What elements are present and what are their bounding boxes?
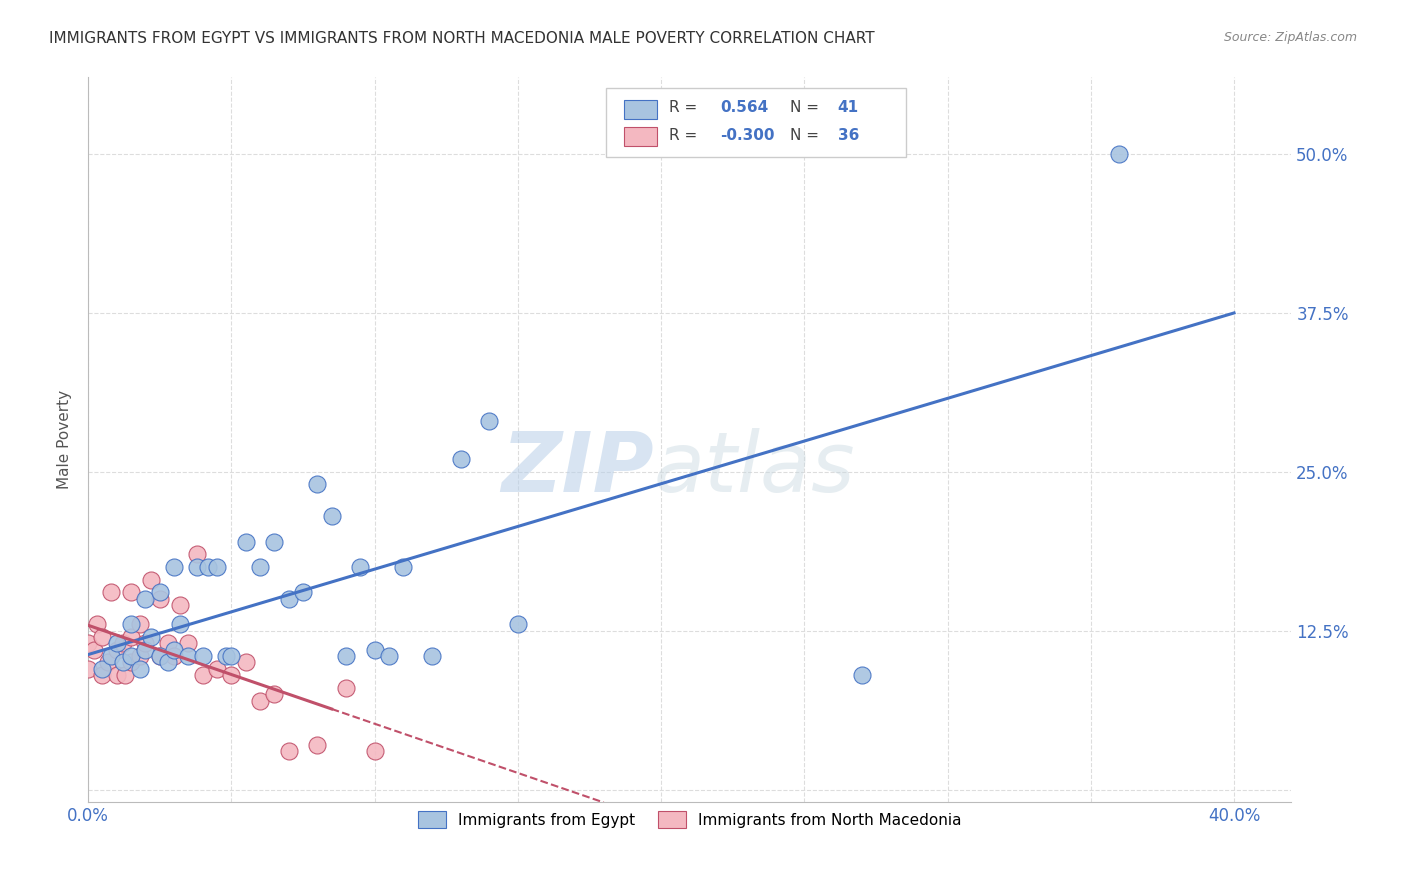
- Point: [120, 617, 142, 632]
- Point: [149, 591, 172, 606]
- Point: [105, 668, 128, 682]
- Point: [91, 668, 114, 682]
- Point: [478, 414, 501, 428]
- Point: [100, 648, 122, 663]
- Text: 36: 36: [838, 128, 859, 143]
- Point: [105, 636, 128, 650]
- Point: [91, 630, 114, 644]
- Point: [186, 560, 208, 574]
- Text: N =: N =: [790, 128, 818, 143]
- Point: [134, 591, 156, 606]
- Point: [177, 636, 200, 650]
- Text: -0.300: -0.300: [720, 128, 775, 143]
- Point: [249, 693, 271, 707]
- Point: [221, 668, 243, 682]
- Point: [221, 648, 243, 663]
- Point: [141, 573, 163, 587]
- Point: [450, 451, 472, 466]
- Point: [363, 744, 385, 758]
- Point: [197, 560, 219, 574]
- Point: [157, 656, 180, 670]
- Point: [235, 656, 257, 670]
- Point: [128, 617, 150, 632]
- Point: [111, 656, 134, 670]
- Point: [307, 477, 329, 491]
- Point: [134, 642, 156, 657]
- Point: [77, 636, 100, 650]
- Point: [263, 534, 285, 549]
- Point: [321, 509, 343, 524]
- Point: [169, 598, 191, 612]
- Point: [349, 560, 371, 574]
- Point: [83, 642, 105, 657]
- Point: [97, 656, 120, 670]
- Point: [163, 560, 186, 574]
- Point: [128, 648, 150, 663]
- Point: [77, 662, 100, 676]
- Point: [205, 560, 228, 574]
- Point: [277, 744, 299, 758]
- Y-axis label: Male Poverty: Male Poverty: [58, 391, 72, 490]
- Point: [105, 642, 128, 657]
- Point: [378, 648, 401, 663]
- Text: Source: ZipAtlas.com: Source: ZipAtlas.com: [1223, 31, 1357, 45]
- Point: [506, 617, 529, 632]
- Point: [191, 668, 214, 682]
- Point: [120, 648, 142, 663]
- Point: [191, 648, 214, 663]
- Point: [420, 648, 443, 663]
- Point: [163, 648, 186, 663]
- Point: [363, 642, 385, 657]
- Text: ZIP: ZIP: [501, 428, 654, 509]
- Point: [177, 648, 200, 663]
- Text: 0.564: 0.564: [720, 101, 768, 115]
- Bar: [624, 100, 657, 119]
- Point: [263, 687, 285, 701]
- Point: [163, 642, 186, 657]
- Point: [120, 630, 142, 644]
- Point: [111, 636, 134, 650]
- Text: N =: N =: [790, 101, 818, 115]
- Point: [149, 585, 172, 599]
- Point: [292, 585, 315, 599]
- Text: R =: R =: [669, 128, 697, 143]
- Point: [149, 648, 172, 663]
- Text: R =: R =: [669, 101, 697, 115]
- Point: [114, 668, 136, 682]
- Point: [120, 585, 142, 599]
- Bar: [624, 128, 657, 146]
- Legend: Immigrants from Egypt, Immigrants from North Macedonia: Immigrants from Egypt, Immigrants from N…: [412, 805, 967, 835]
- Point: [91, 662, 114, 676]
- Point: [235, 534, 257, 549]
- Point: [134, 636, 156, 650]
- Point: [392, 560, 415, 574]
- Point: [851, 668, 873, 682]
- Text: atlas: atlas: [654, 428, 855, 509]
- Point: [214, 648, 236, 663]
- Point: [120, 656, 142, 670]
- Point: [169, 617, 191, 632]
- Point: [149, 648, 172, 663]
- Point: [157, 636, 180, 650]
- Point: [128, 662, 150, 676]
- Point: [249, 560, 271, 574]
- FancyBboxPatch shape: [606, 88, 907, 157]
- Point: [307, 738, 329, 752]
- Point: [335, 648, 357, 663]
- Text: IMMIGRANTS FROM EGYPT VS IMMIGRANTS FROM NORTH MACEDONIA MALE POVERTY CORRELATIO: IMMIGRANTS FROM EGYPT VS IMMIGRANTS FROM…: [49, 31, 875, 46]
- Point: [186, 547, 208, 561]
- Point: [277, 591, 299, 606]
- Point: [86, 617, 108, 632]
- Text: 41: 41: [838, 101, 859, 115]
- Point: [100, 585, 122, 599]
- Point: [205, 662, 228, 676]
- Point: [335, 681, 357, 695]
- Point: [141, 630, 163, 644]
- Point: [1108, 146, 1130, 161]
